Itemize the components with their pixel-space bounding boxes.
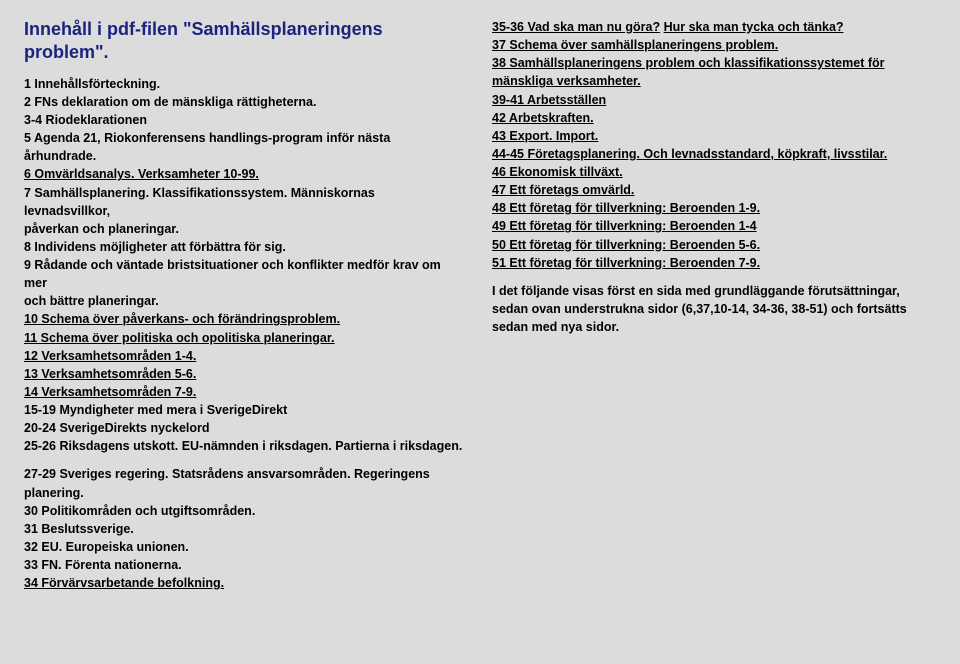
toc-left1-line: 25-26 Riksdagens utskott. EU-nämnden i r… — [24, 437, 464, 455]
toc-left2-text: 33 FN. Förenta nationerna. — [24, 558, 182, 572]
toc-left2-text: 32 EU. Europeiska unionen. — [24, 540, 189, 554]
left-column: Innehåll i pdf-filen "Samhällsplaneringe… — [24, 18, 464, 646]
toc-right-line: 50 Ett företag för tillverkning: Beroend… — [492, 236, 922, 254]
toc-right-text: 48 Ett företag för tillverkning: Beroend… — [492, 201, 760, 215]
toc-left2-line: 31 Beslutssverige. — [24, 520, 464, 538]
right-column: 35-36 Vad ska man nu göra? Hur ska man t… — [492, 18, 922, 646]
toc-left2-text: 34 Förvärvsarbetande befolkning. — [24, 576, 224, 590]
toc-left1-line: 20-24 SverigeDirekts nyckelord — [24, 419, 464, 437]
toc-left2-text: 30 Politikområden och utgiftsområden. — [24, 504, 255, 518]
document-title: Innehåll i pdf-filen "Samhällsplaneringe… — [24, 18, 464, 65]
toc-right-text: 44-45 Företagsplanering. Och levnadsstan… — [492, 147, 887, 161]
toc-right-span: Hur ska man tycka och tänka? — [664, 20, 844, 34]
toc-left2-line: 27-29 Sveriges regering. Statsrådens ans… — [24, 465, 464, 501]
toc-left2-text: 31 Beslutssverige. — [24, 522, 134, 536]
toc-left1-line: 14 Verksamhetsområden 7-9. — [24, 383, 464, 401]
toc-left1-text: 11 Schema över politiska och opolitiska … — [24, 331, 335, 345]
toc-right-text: 50 Ett företag för tillverkning: Beroend… — [492, 238, 760, 252]
toc-right-line: 49 Ett företag för tillverkning: Beroend… — [492, 217, 922, 235]
toc-right-text: 38 Samhällsplaneringens problem och klas… — [492, 56, 885, 88]
toc-left1-text: 1 Innehållsförteckning. — [24, 77, 160, 91]
toc-left1-line: 15-19 Myndigheter med mera i SverigeDire… — [24, 401, 464, 419]
toc-left1-text: 14 Verksamhetsområden 7-9. — [24, 385, 196, 399]
toc-right-line: 39-41 Arbetsställen — [492, 91, 922, 109]
toc-right-line: 44-45 Företagsplanering. Och levnadsstan… — [492, 145, 922, 163]
toc-left2-line: 32 EU. Europeiska unionen. — [24, 538, 464, 556]
toc-left1-line: 7 Samhällsplanering. Klassifikationssyst… — [24, 184, 464, 220]
toc-left2-line: 30 Politikområden och utgiftsområden. — [24, 502, 464, 520]
toc-left1-line: 6 Omvärldsanalys. Verksamheter 10-99. — [24, 165, 464, 183]
toc-right-line: 35-36 Vad ska man nu göra? Hur ska man t… — [492, 18, 922, 36]
toc-left1-line: 13 Verksamhetsområden 5-6. — [24, 365, 464, 383]
toc-block-1: 1 Innehållsförteckning. 2 FNs deklaration… — [24, 75, 464, 456]
toc-left1-line: 12 Verksamhetsområden 1-4. — [24, 347, 464, 365]
toc-left1-text: påverkan och planeringar. — [24, 222, 179, 236]
toc-left1-text: 5 Agenda 21, Riokonferensens handlings-p… — [24, 131, 390, 163]
toc-right-line: 47 Ett företags omvärld. — [492, 181, 922, 199]
toc-right-text: 46 Ekonomisk tillväxt. — [492, 165, 623, 179]
toc-left1-text: 7 Samhällsplanering. Klassifikationssyst… — [24, 186, 375, 218]
toc-right-text: 51 Ett företag för tillverkning: Beroend… — [492, 256, 760, 270]
toc-left1-text: 10 Schema över påverkans- och förändring… — [24, 312, 340, 326]
toc-left1-text: 8 Individens möjligheter att förbättra f… — [24, 240, 286, 254]
toc-left1-line: 2 FNs deklaration om de mänskliga rättig… — [24, 93, 464, 111]
toc-left1-text: och bättre planeringar. — [24, 294, 159, 308]
toc-left2-line: 34 Förvärvsarbetande befolkning. — [24, 574, 464, 592]
toc-left1-text: 2 FNs deklaration om de mänskliga rättig… — [24, 95, 316, 109]
toc-right-text: 39-41 Arbetsställen — [492, 93, 606, 107]
toc-right-line: 48 Ett företag för tillverkning: Beroend… — [492, 199, 922, 217]
toc-left1-line: 5 Agenda 21, Riokonferensens handlings-p… — [24, 129, 464, 165]
toc-left1-text: 6 Omvärldsanalys. Verksamheter 10-99. — [24, 167, 259, 181]
toc-left1-text: 3-4 Riodeklarationen — [24, 113, 147, 127]
toc-left1-text: 25-26 Riksdagens utskott. EU-nämnden i r… — [24, 439, 462, 453]
toc-left1-line: 10 Schema över påverkans- och förändring… — [24, 310, 464, 328]
toc-right-text: 37 Schema över samhällsplaneringens prob… — [492, 38, 778, 52]
summary-paragraph: I det följande visas först en sida med g… — [492, 282, 922, 336]
toc-left2-line: 33 FN. Förenta nationerna. — [24, 556, 464, 574]
toc-right-line: 42 Arbetskraften. — [492, 109, 922, 127]
toc-right-line: 43 Export. Import. — [492, 127, 922, 145]
toc-block-right: 35-36 Vad ska man nu göra? Hur ska man t… — [492, 18, 922, 272]
toc-left1-line: och bättre planeringar. — [24, 292, 464, 310]
toc-left1-line: 11 Schema över politiska och opolitiska … — [24, 329, 464, 347]
toc-left1-text: 13 Verksamhetsområden 5-6. — [24, 367, 196, 381]
toc-left1-text: 9 Rådande och väntade bristsituationer o… — [24, 258, 441, 290]
toc-left1-text: 15-19 Myndigheter med mera i SverigeDire… — [24, 403, 287, 417]
toc-right-line: 38 Samhällsplaneringens problem och klas… — [492, 54, 922, 90]
toc-left2-text: 27-29 Sveriges regering. Statsrådens ans… — [24, 467, 430, 499]
toc-right-text: 42 Arbetskraften. — [492, 111, 594, 125]
toc-left1-text: 20-24 SverigeDirekts nyckelord — [24, 421, 210, 435]
toc-left1-text: 12 Verksamhetsområden 1-4. — [24, 349, 196, 363]
toc-left1-line: 8 Individens möjligheter att förbättra f… — [24, 238, 464, 256]
toc-right-line: 46 Ekonomisk tillväxt. — [492, 163, 922, 181]
toc-right-text: 43 Export. Import. — [492, 129, 598, 143]
toc-right-line: 51 Ett företag för tillverkning: Beroend… — [492, 254, 922, 272]
toc-right-text: 47 Ett företags omvärld. — [492, 183, 634, 197]
toc-left1-line: påverkan och planeringar. — [24, 220, 464, 238]
toc-block-2: 27-29 Sveriges regering. Statsrådens ans… — [24, 465, 464, 592]
toc-left1-line: 3-4 Riodeklarationen — [24, 111, 464, 129]
toc-left1-line: 1 Innehållsförteckning. — [24, 75, 464, 93]
toc-right-span: 35-36 Vad ska man nu göra? — [492, 20, 660, 34]
toc-right-text: 49 Ett företag för tillverkning: Beroend… — [492, 219, 757, 233]
toc-right-line: 37 Schema över samhällsplaneringens prob… — [492, 36, 922, 54]
toc-left1-line: 9 Rådande och väntade bristsituationer o… — [24, 256, 464, 292]
